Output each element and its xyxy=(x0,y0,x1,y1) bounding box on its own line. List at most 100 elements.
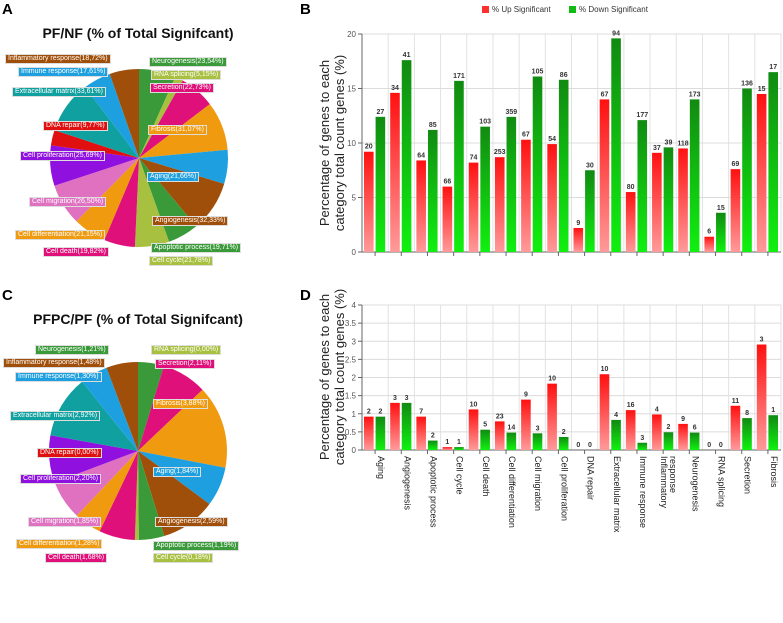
x-category-label: Apoptotic process xyxy=(428,456,438,528)
pie-label: Cell death(19,82%) xyxy=(43,247,109,257)
b-y-axis-label: Percentage of genes to each category tota… xyxy=(317,28,347,258)
d-ylabel-line1: Percentage of genes to each xyxy=(317,293,332,461)
legend-swatch-down xyxy=(569,6,576,13)
y-tick-label: 3.5 xyxy=(345,319,357,328)
bar-data-label: 105 xyxy=(532,69,544,76)
bar-data-label: 39 xyxy=(665,139,673,146)
bar-data-label: 253 xyxy=(494,149,506,156)
legend-up: % Up Significant xyxy=(482,5,551,14)
pie-label: Extracellular matrix(33,61%) xyxy=(12,87,106,97)
bar-up xyxy=(730,169,741,252)
bar-down xyxy=(611,38,621,252)
bar-data-label: 103 xyxy=(479,119,491,126)
bar-down xyxy=(663,432,674,450)
bar-up xyxy=(364,151,374,252)
bar-data-label: 80 xyxy=(627,184,635,191)
pie-label: Aging(1,84%) xyxy=(153,467,202,477)
bar-down xyxy=(585,170,595,252)
pie-slice xyxy=(139,76,183,158)
bar-down xyxy=(689,432,700,450)
bar-data-label: 2 xyxy=(431,433,435,440)
bar-data-label: 1 xyxy=(771,407,775,414)
x-category-label: Immune response xyxy=(638,456,648,528)
bar-up xyxy=(573,228,584,252)
pie-label: RNA splicing(0,00%) xyxy=(151,345,222,355)
bar-down xyxy=(532,76,543,252)
bar-down xyxy=(401,402,412,450)
bar-up xyxy=(756,344,767,450)
pie-slice xyxy=(139,80,210,158)
bar-up xyxy=(756,93,767,252)
bar-data-label: 1 xyxy=(457,439,461,446)
bar-down xyxy=(480,429,490,450)
d-ylabel-line2: category total count genes (%) xyxy=(332,288,347,466)
x-category-label: Fibrosis xyxy=(769,456,779,488)
bar-data-label: 4 xyxy=(655,406,659,413)
bar-data-label: 8 xyxy=(745,410,749,417)
bar-data-label: 14 xyxy=(507,425,515,432)
bar-data-label: 171 xyxy=(453,73,465,80)
bar-up xyxy=(652,414,662,450)
bar-up xyxy=(547,144,557,252)
y-tick-label: 15 xyxy=(347,85,356,94)
panel-letter-c: C xyxy=(2,287,13,304)
bar-data-label: 2 xyxy=(667,424,671,431)
pie-label: DNA repair(9,77%) xyxy=(43,121,108,131)
bar-data-label: 173 xyxy=(689,91,701,98)
x-category-label: response xyxy=(668,456,678,493)
pie-label: Angiogenesis(2,59%) xyxy=(155,517,228,527)
bar-data-label: 15 xyxy=(758,86,766,93)
bar-data-label: 66 xyxy=(443,179,451,186)
bar-data-label: 3 xyxy=(640,435,644,442)
pie-label: Inflammatory response(18,72%) xyxy=(5,54,111,64)
y-tick-label: 0 xyxy=(352,248,357,257)
bar-down xyxy=(401,60,412,252)
pie-label: Neurogenesis(1,21%) xyxy=(35,345,109,355)
bar-up xyxy=(652,152,662,252)
bar-up xyxy=(625,410,636,450)
bar-data-label: 67 xyxy=(522,132,530,139)
x-category-label: Secretion xyxy=(743,456,753,494)
y-tick-label: 10 xyxy=(347,139,356,148)
bar-down xyxy=(558,436,569,450)
bar-data-label: 74 xyxy=(470,155,478,162)
panel-letter-a: A xyxy=(2,1,13,18)
panel-letter-d: D xyxy=(300,287,311,304)
bar-data-label: 30 xyxy=(586,162,594,169)
bar-up xyxy=(678,423,688,450)
bar-down xyxy=(427,129,438,252)
panel-letter-b: B xyxy=(300,1,311,18)
bar-up xyxy=(521,139,531,252)
x-category-label: Neurogenesis xyxy=(690,456,700,512)
bar-down xyxy=(742,418,752,450)
pie-label: Aging(21,66%) xyxy=(147,172,200,182)
bar-up xyxy=(390,92,400,252)
bar-down xyxy=(742,88,752,252)
y-tick-label: 0.5 xyxy=(345,428,357,437)
x-category-label: RNA splicing xyxy=(717,456,727,507)
bar-data-label: 0 xyxy=(719,442,723,449)
bar-data-label: 41 xyxy=(403,52,411,59)
legend-label-up: % Up Significant xyxy=(492,5,551,14)
bar-data-label: 10 xyxy=(470,401,478,408)
d-y-axis-label: Percentage of genes to each category tota… xyxy=(317,262,347,492)
bar-data-label: 11 xyxy=(732,398,740,405)
pie-a-title: PF/NF (% of Total Signifcant) xyxy=(42,25,234,41)
bar-down xyxy=(480,126,490,252)
bar-data-label: 10 xyxy=(548,376,556,383)
bar-down xyxy=(506,432,517,450)
y-tick-label: 5 xyxy=(352,194,357,203)
bar-data-label: 0 xyxy=(707,442,711,449)
x-category-label: Cell migration xyxy=(533,456,543,511)
bar-up xyxy=(364,416,374,450)
pie-slice xyxy=(138,362,164,451)
bar-up xyxy=(494,157,505,252)
bar-up xyxy=(678,148,688,252)
pie-slice xyxy=(76,451,138,532)
bar-data-label: 0 xyxy=(588,442,592,449)
pie-label: Cell migration(1,85%) xyxy=(28,517,102,527)
bar-data-label: 9 xyxy=(576,220,580,227)
pie-label: Cell proliferation(2,20%) xyxy=(20,474,102,484)
bar-data-label: 3 xyxy=(760,337,764,344)
